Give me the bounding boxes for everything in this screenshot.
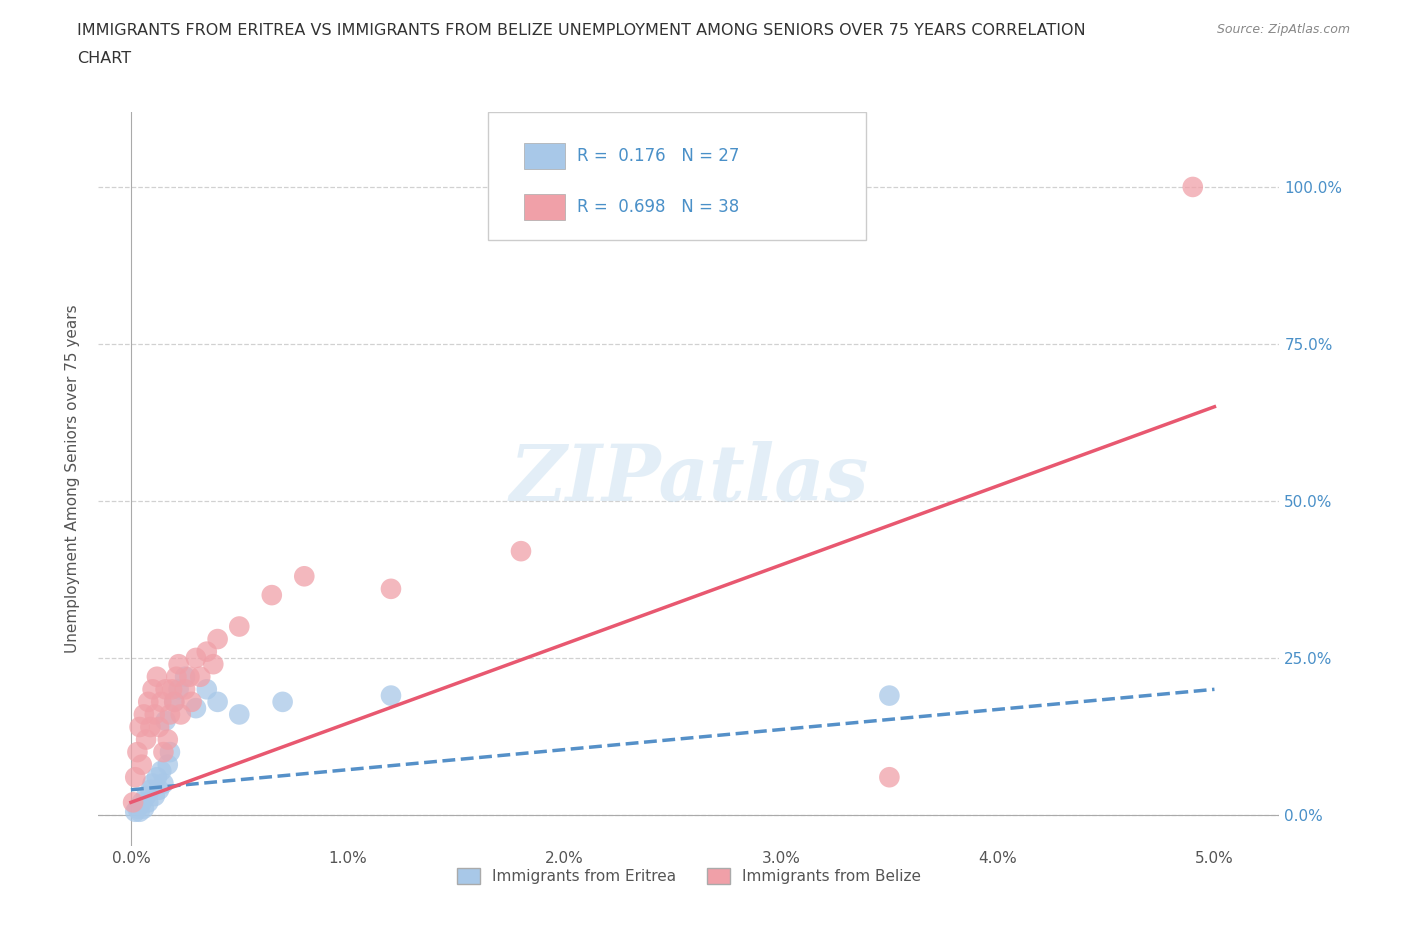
FancyBboxPatch shape xyxy=(523,143,565,168)
Point xyxy=(510,544,533,559)
Point xyxy=(124,770,146,785)
Point xyxy=(184,700,207,715)
Point xyxy=(380,581,402,596)
Point xyxy=(132,707,155,722)
Point xyxy=(207,631,229,646)
Point xyxy=(202,657,225,671)
Point xyxy=(879,770,901,785)
Point xyxy=(127,745,149,760)
Point xyxy=(155,713,177,728)
Point xyxy=(160,682,183,697)
Point xyxy=(150,764,173,778)
Point xyxy=(152,776,174,790)
Point xyxy=(195,682,218,697)
FancyBboxPatch shape xyxy=(523,194,565,220)
Y-axis label: Unemployment Among Seniors over 75 years: Unemployment Among Seniors over 75 years xyxy=(65,305,80,653)
Point xyxy=(135,789,157,804)
Text: IMMIGRANTS FROM ERITREA VS IMMIGRANTS FROM BELIZE UNEMPLOYMENT AMONG SENIORS OVE: IMMIGRANTS FROM ERITREA VS IMMIGRANTS FR… xyxy=(77,23,1085,38)
Point xyxy=(165,670,187,684)
Point xyxy=(228,619,250,634)
Point xyxy=(152,745,174,760)
Point xyxy=(184,650,207,665)
Point xyxy=(142,682,165,697)
Point xyxy=(148,720,170,735)
Point xyxy=(380,688,402,703)
Point xyxy=(146,670,169,684)
Point xyxy=(1181,179,1204,194)
Point xyxy=(179,670,201,684)
Point xyxy=(128,720,150,735)
Point xyxy=(143,707,166,722)
Point xyxy=(146,770,169,785)
Point xyxy=(228,707,250,722)
Point xyxy=(188,670,211,684)
Text: Source: ZipAtlas.com: Source: ZipAtlas.com xyxy=(1216,23,1350,36)
Point xyxy=(127,801,149,816)
Point xyxy=(163,695,186,710)
Point xyxy=(879,688,901,703)
Point xyxy=(174,670,197,684)
Point xyxy=(155,682,177,697)
Point xyxy=(159,707,181,722)
Point xyxy=(163,695,186,710)
Text: ZIPatlas: ZIPatlas xyxy=(509,441,869,517)
Text: CHART: CHART xyxy=(77,51,131,66)
Point xyxy=(124,804,146,819)
Text: R =  0.176   N = 27: R = 0.176 N = 27 xyxy=(576,147,740,165)
Point xyxy=(207,695,229,710)
Point xyxy=(195,644,218,659)
Point xyxy=(156,757,179,772)
Point xyxy=(139,720,162,735)
Point xyxy=(159,745,181,760)
Point xyxy=(170,707,193,722)
Point xyxy=(292,569,315,584)
Point xyxy=(136,695,159,710)
FancyBboxPatch shape xyxy=(488,112,866,240)
Point xyxy=(122,795,145,810)
Point xyxy=(131,795,153,810)
Point xyxy=(260,588,283,603)
Point xyxy=(131,757,153,772)
Point xyxy=(139,782,162,797)
Point xyxy=(271,695,294,710)
Text: R =  0.698   N = 38: R = 0.698 N = 38 xyxy=(576,198,740,216)
Point xyxy=(180,695,202,710)
Point xyxy=(135,732,157,747)
Point xyxy=(167,682,190,697)
Point xyxy=(148,782,170,797)
Point xyxy=(156,732,179,747)
Legend: Immigrants from Eritrea, Immigrants from Belize: Immigrants from Eritrea, Immigrants from… xyxy=(451,862,927,890)
Point xyxy=(150,695,173,710)
Point xyxy=(167,657,190,671)
Point xyxy=(132,801,155,816)
Point xyxy=(143,789,166,804)
Point xyxy=(136,795,159,810)
Point xyxy=(174,682,197,697)
Point xyxy=(142,776,165,790)
Point xyxy=(128,804,150,819)
